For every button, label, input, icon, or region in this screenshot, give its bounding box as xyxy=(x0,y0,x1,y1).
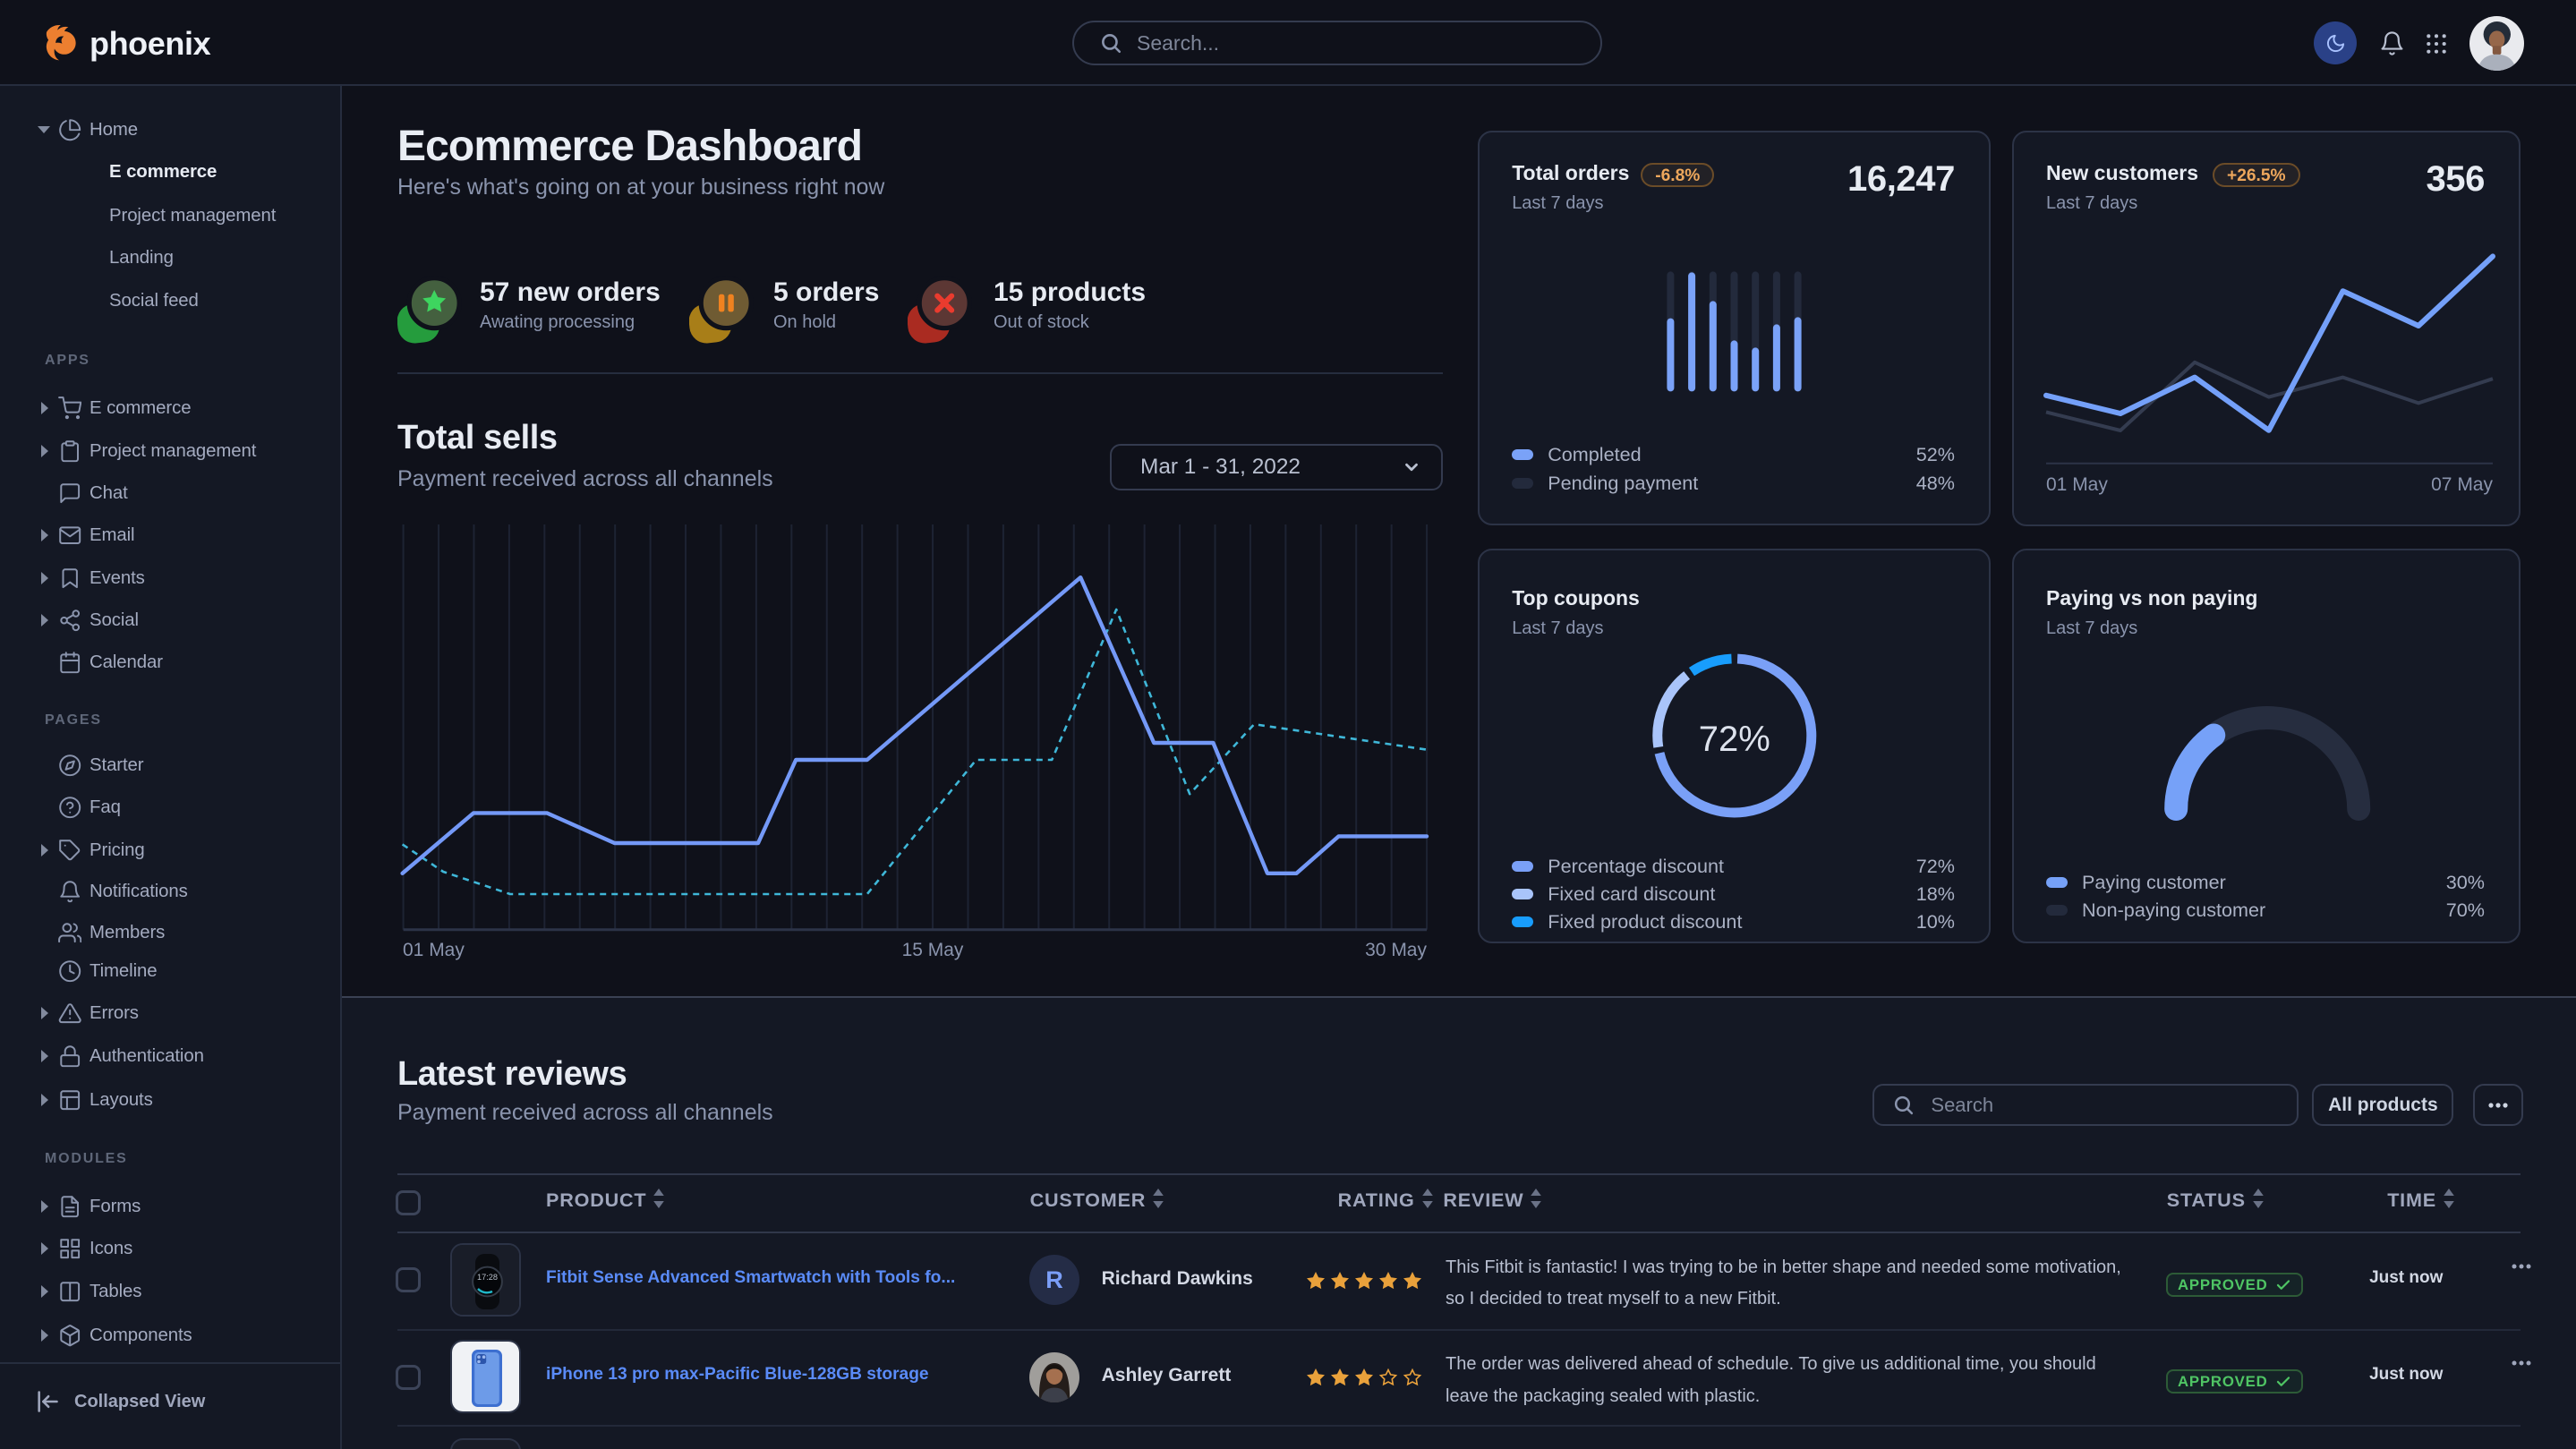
svg-text:07 May: 07 May xyxy=(2431,474,2493,495)
svg-text:01 May: 01 May xyxy=(2046,474,2108,495)
svg-text:17:28: 17:28 xyxy=(477,1273,498,1282)
svg-text:01 May: 01 May xyxy=(403,940,465,960)
svg-text:15 May: 15 May xyxy=(902,940,964,960)
svg-text:72%: 72% xyxy=(1699,720,1770,759)
svg-text:30 May: 30 May xyxy=(1365,940,1427,960)
